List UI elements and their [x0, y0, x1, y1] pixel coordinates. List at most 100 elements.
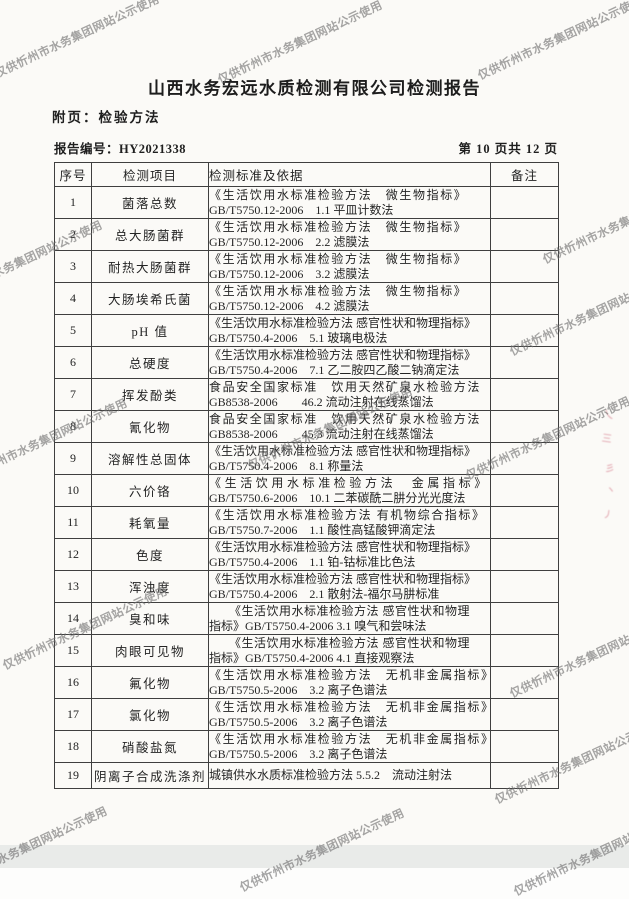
standard-line-2: GB/T5750.5-2006 3.2 离子色谱法	[209, 746, 388, 761]
column-header-standard: 检测标准及依据	[208, 162, 491, 187]
remark-cell	[490, 762, 559, 789]
standard-line-1: 《生活饮用水标准检验方法 感官性状和物理指标》	[209, 443, 477, 458]
remark-cell	[490, 698, 559, 731]
row-number: 16	[54, 666, 92, 699]
test-item: 硝酸盐氮	[91, 730, 209, 763]
remark-cell	[490, 378, 559, 411]
standard-line-1: 《生活饮用水标准检验方法 感官性状和物理指标》	[209, 571, 477, 586]
table-row: 6 总硬度 《生活饮用水标准检验方法 感官性状和物理指标》 GB/T5750.4…	[54, 346, 559, 379]
standard-line-1: 城镇供水水质标准检验方法 5.5.2 流动注射法	[209, 768, 453, 782]
table-row: 14 臭和味 《生活饮用水标准检验方法 感官性状和物理 指标》GB/T5750.…	[54, 602, 559, 635]
row-number: 7	[54, 378, 92, 411]
test-item: 氟化物	[91, 666, 209, 699]
column-header-no: 序号	[54, 162, 92, 187]
row-number: 4	[54, 282, 92, 315]
row-number: 1	[54, 186, 92, 219]
standard-line-2: GB8538-2006 46.2 流动注射在线蒸馏法	[209, 394, 434, 409]
remark-cell	[490, 186, 559, 219]
table-row: 9 溶解性总固体 《生活饮用水标准检验方法 感官性状和物理指标》 GB/T575…	[54, 442, 559, 475]
remark-cell	[490, 442, 559, 475]
row-number: 6	[54, 346, 92, 379]
report-meta-row: 报告编号：HY2021338 第 10 页共 12 页	[54, 138, 558, 156]
standard-text: 《生活饮用水标准检验方法 微生物指标》 GB/T5750.12-2006 1.1…	[208, 186, 491, 219]
row-number: 2	[54, 218, 92, 251]
standard-line-1: 《生活饮用水标准检验方法 有机物综合指标》	[209, 507, 486, 522]
standard-line-2: GB/T5750.4-2006 7.1 乙二胺四乙酸二钠滴定法	[209, 362, 460, 377]
standard-text: 《生活饮用水标准检验方法 无机非金属指标》 GB/T5750.5-2006 3.…	[208, 666, 491, 699]
table-row: 11 耗氧量 《生活饮用水标准检验方法 有机物综合指标》 GB/T5750.7-…	[54, 506, 559, 539]
test-item: 色度	[91, 538, 209, 571]
standard-text: 《生活饮用水标准检验方法 感官性状和物理指标》 GB/T5750.4-2006 …	[208, 442, 491, 475]
row-number: 18	[54, 730, 92, 763]
remark-cell	[490, 250, 559, 283]
standard-line-1: 《生活饮用水标准检验方法 感官性状和物理指标》	[209, 347, 477, 362]
remark-cell	[490, 218, 559, 251]
appendix-label: 附页：检验方法	[52, 110, 161, 125]
test-item: 肉眼可见物	[91, 634, 209, 667]
table-row: 10 六价铬 《生活饮用水标准检验方法 金属指标》 GB/T5750.6-200…	[54, 474, 559, 507]
standard-line-1: 《生活饮用水标准检验方法 微生物指标》	[209, 283, 468, 298]
test-item: 氰化物	[91, 410, 209, 443]
row-number: 10	[54, 474, 92, 507]
standard-line-1: 食品安全国家标准 饮用天然矿泉水检验方法	[209, 411, 482, 426]
table-row: 8 氰化物 食品安全国家标准 饮用天然矿泉水检验方法 GB8538-2006 4…	[54, 410, 559, 443]
table-row: 16 氟化物 《生活饮用水标准检验方法 无机非金属指标》 GB/T5750.5-…	[54, 666, 559, 699]
scanner-background	[0, 868, 629, 891]
row-number: 13	[54, 570, 92, 603]
test-item: 耐热大肠菌群	[91, 250, 209, 283]
column-header-item: 检测项目	[91, 162, 209, 187]
test-item: 浑浊度	[91, 570, 209, 603]
standard-text: 城镇供水水质标准检验方法 5.5.2 流动注射法	[208, 762, 491, 789]
bottom-scan-band	[0, 845, 629, 868]
standard-line-1: 《生活饮用水标准检验方法 微生物指标》	[209, 219, 468, 234]
table-row: 7 挥发酚类 食品安全国家标准 饮用天然矿泉水检验方法 GB8538-2006 …	[54, 378, 559, 411]
standard-line-1: 《生活饮用水标准检验方法 感官性状和物理指标》	[209, 315, 477, 330]
standard-line-2: GB/T5750.12-2006 1.1 平皿计数法	[209, 202, 394, 217]
row-number: 11	[54, 506, 92, 539]
test-item: 大肠埃希氏菌	[91, 282, 209, 315]
standard-line-2: GB/T5750.5-2006 3.2 离子色谱法	[209, 682, 388, 697]
test-item: 六价铬	[91, 474, 209, 507]
table-row: 15 肉眼可见物 《生活饮用水标准检验方法 感官性状和物理 指标》GB/T575…	[54, 634, 559, 667]
standard-line-2: GB/T5750.6-2006 10.1 二苯碳酰二肼分光光度法	[209, 490, 466, 505]
standard-line-2: GB/T5750.4-2006 5.1 玻璃电极法	[209, 330, 388, 345]
test-item: 溶解性总固体	[91, 442, 209, 475]
page-indicator: 第 10 页共 12 页	[458, 142, 558, 156]
table-row: 4 大肠埃希氏菌 《生活饮用水标准检验方法 微生物指标》 GB/T5750.12…	[54, 282, 559, 315]
standard-line-1: 《生活饮用水标准检验方法 金属指标》	[209, 475, 490, 490]
standard-text: 《生活饮用水标准检验方法 感官性状和物理 指标》GB/T5750.4-2006 …	[208, 634, 491, 667]
standard-text: 《生活饮用水标准检验方法 无机非金属指标》 GB/T5750.5-2006 3.…	[208, 730, 491, 763]
standard-line-2: GB/T5750.4-2006 2.1 散射法-福尔马肼标准	[209, 586, 440, 601]
remark-cell	[490, 506, 559, 539]
red-seal-marks: 乀 三 彡 丶 丿	[601, 409, 617, 522]
standard-line-2: GB/T5750.4-2006 1.1 铂-钴标准比色法	[209, 554, 416, 569]
test-item: 总大肠菌群	[91, 218, 209, 251]
standard-line-1: 《生活饮用水标准检验方法 微生物指标》	[209, 251, 468, 266]
table-row: 19 阴离子合成洗涤剂 城镇供水水质标准检验方法 5.5.2 流动注射法	[54, 762, 559, 789]
table-row: 3 耐热大肠菌群 《生活饮用水标准检验方法 微生物指标》 GB/T5750.12…	[54, 250, 559, 283]
standard-line-1: 《生活饮用水标准检验方法 微生物指标》	[209, 187, 468, 202]
report-number: 报告编号：HY2021338	[54, 142, 187, 156]
row-number: 12	[54, 538, 92, 571]
standard-line-2: 指标》GB/T5750.4-2006 3.1 嗅气和尝味法	[209, 618, 427, 633]
standard-line-2: GB/T5750.12-2006 2.2 滤膜法	[209, 234, 370, 249]
standard-text: 《生活饮用水标准检验方法 金属指标》 GB/T5750.6-2006 10.1 …	[208, 474, 491, 507]
methods-table: 序号 检测项目 检测标准及依据 备注 1 菌落总数 《生活饮用水标准检验方法 微…	[54, 162, 559, 789]
table-row: 18 硝酸盐氮 《生活饮用水标准检验方法 无机非金属指标》 GB/T5750.5…	[54, 730, 559, 763]
remark-cell	[490, 410, 559, 443]
standard-line-2: 指标》GB/T5750.4-2006 4.1 直接观察法	[209, 650, 415, 665]
standard-text: 《生活饮用水标准检验方法 微生物指标》 GB/T5750.12-2006 4.2…	[208, 282, 491, 315]
standard-line-2: GB/T5750.7-2006 1.1 酸性高锰酸钾滴定法	[209, 522, 436, 537]
standard-text: 《生活饮用水标准检验方法 有机物综合指标》 GB/T5750.7-2006 1.…	[208, 506, 491, 539]
standard-text: 《生活饮用水标准检验方法 感官性状和物理指标》 GB/T5750.4-2006 …	[208, 346, 491, 379]
test-item: 总硬度	[91, 346, 209, 379]
standard-text: 《生活饮用水标准检验方法 感官性状和物理指标》 GB/T5750.4-2006 …	[208, 314, 491, 347]
remark-cell	[490, 730, 559, 763]
remark-cell	[490, 314, 559, 347]
standard-text: 《生活饮用水标准检验方法 微生物指标》 GB/T5750.12-2006 3.2…	[208, 250, 491, 283]
standard-line-2: GB8538-2006 45.3 流动注射在线蒸馏法	[209, 426, 434, 441]
standard-line-2: GB/T5750.12-2006 3.2 滤膜法	[209, 266, 370, 281]
standard-text: 《生活饮用水标准检验方法 感官性状和物理 指标》GB/T5750.4-2006 …	[208, 602, 491, 635]
standard-line-1: 《生活饮用水标准检验方法 无机非金属指标》	[209, 699, 491, 714]
standard-line-1: 食品安全国家标准 饮用天然矿泉水检验方法	[209, 379, 482, 394]
